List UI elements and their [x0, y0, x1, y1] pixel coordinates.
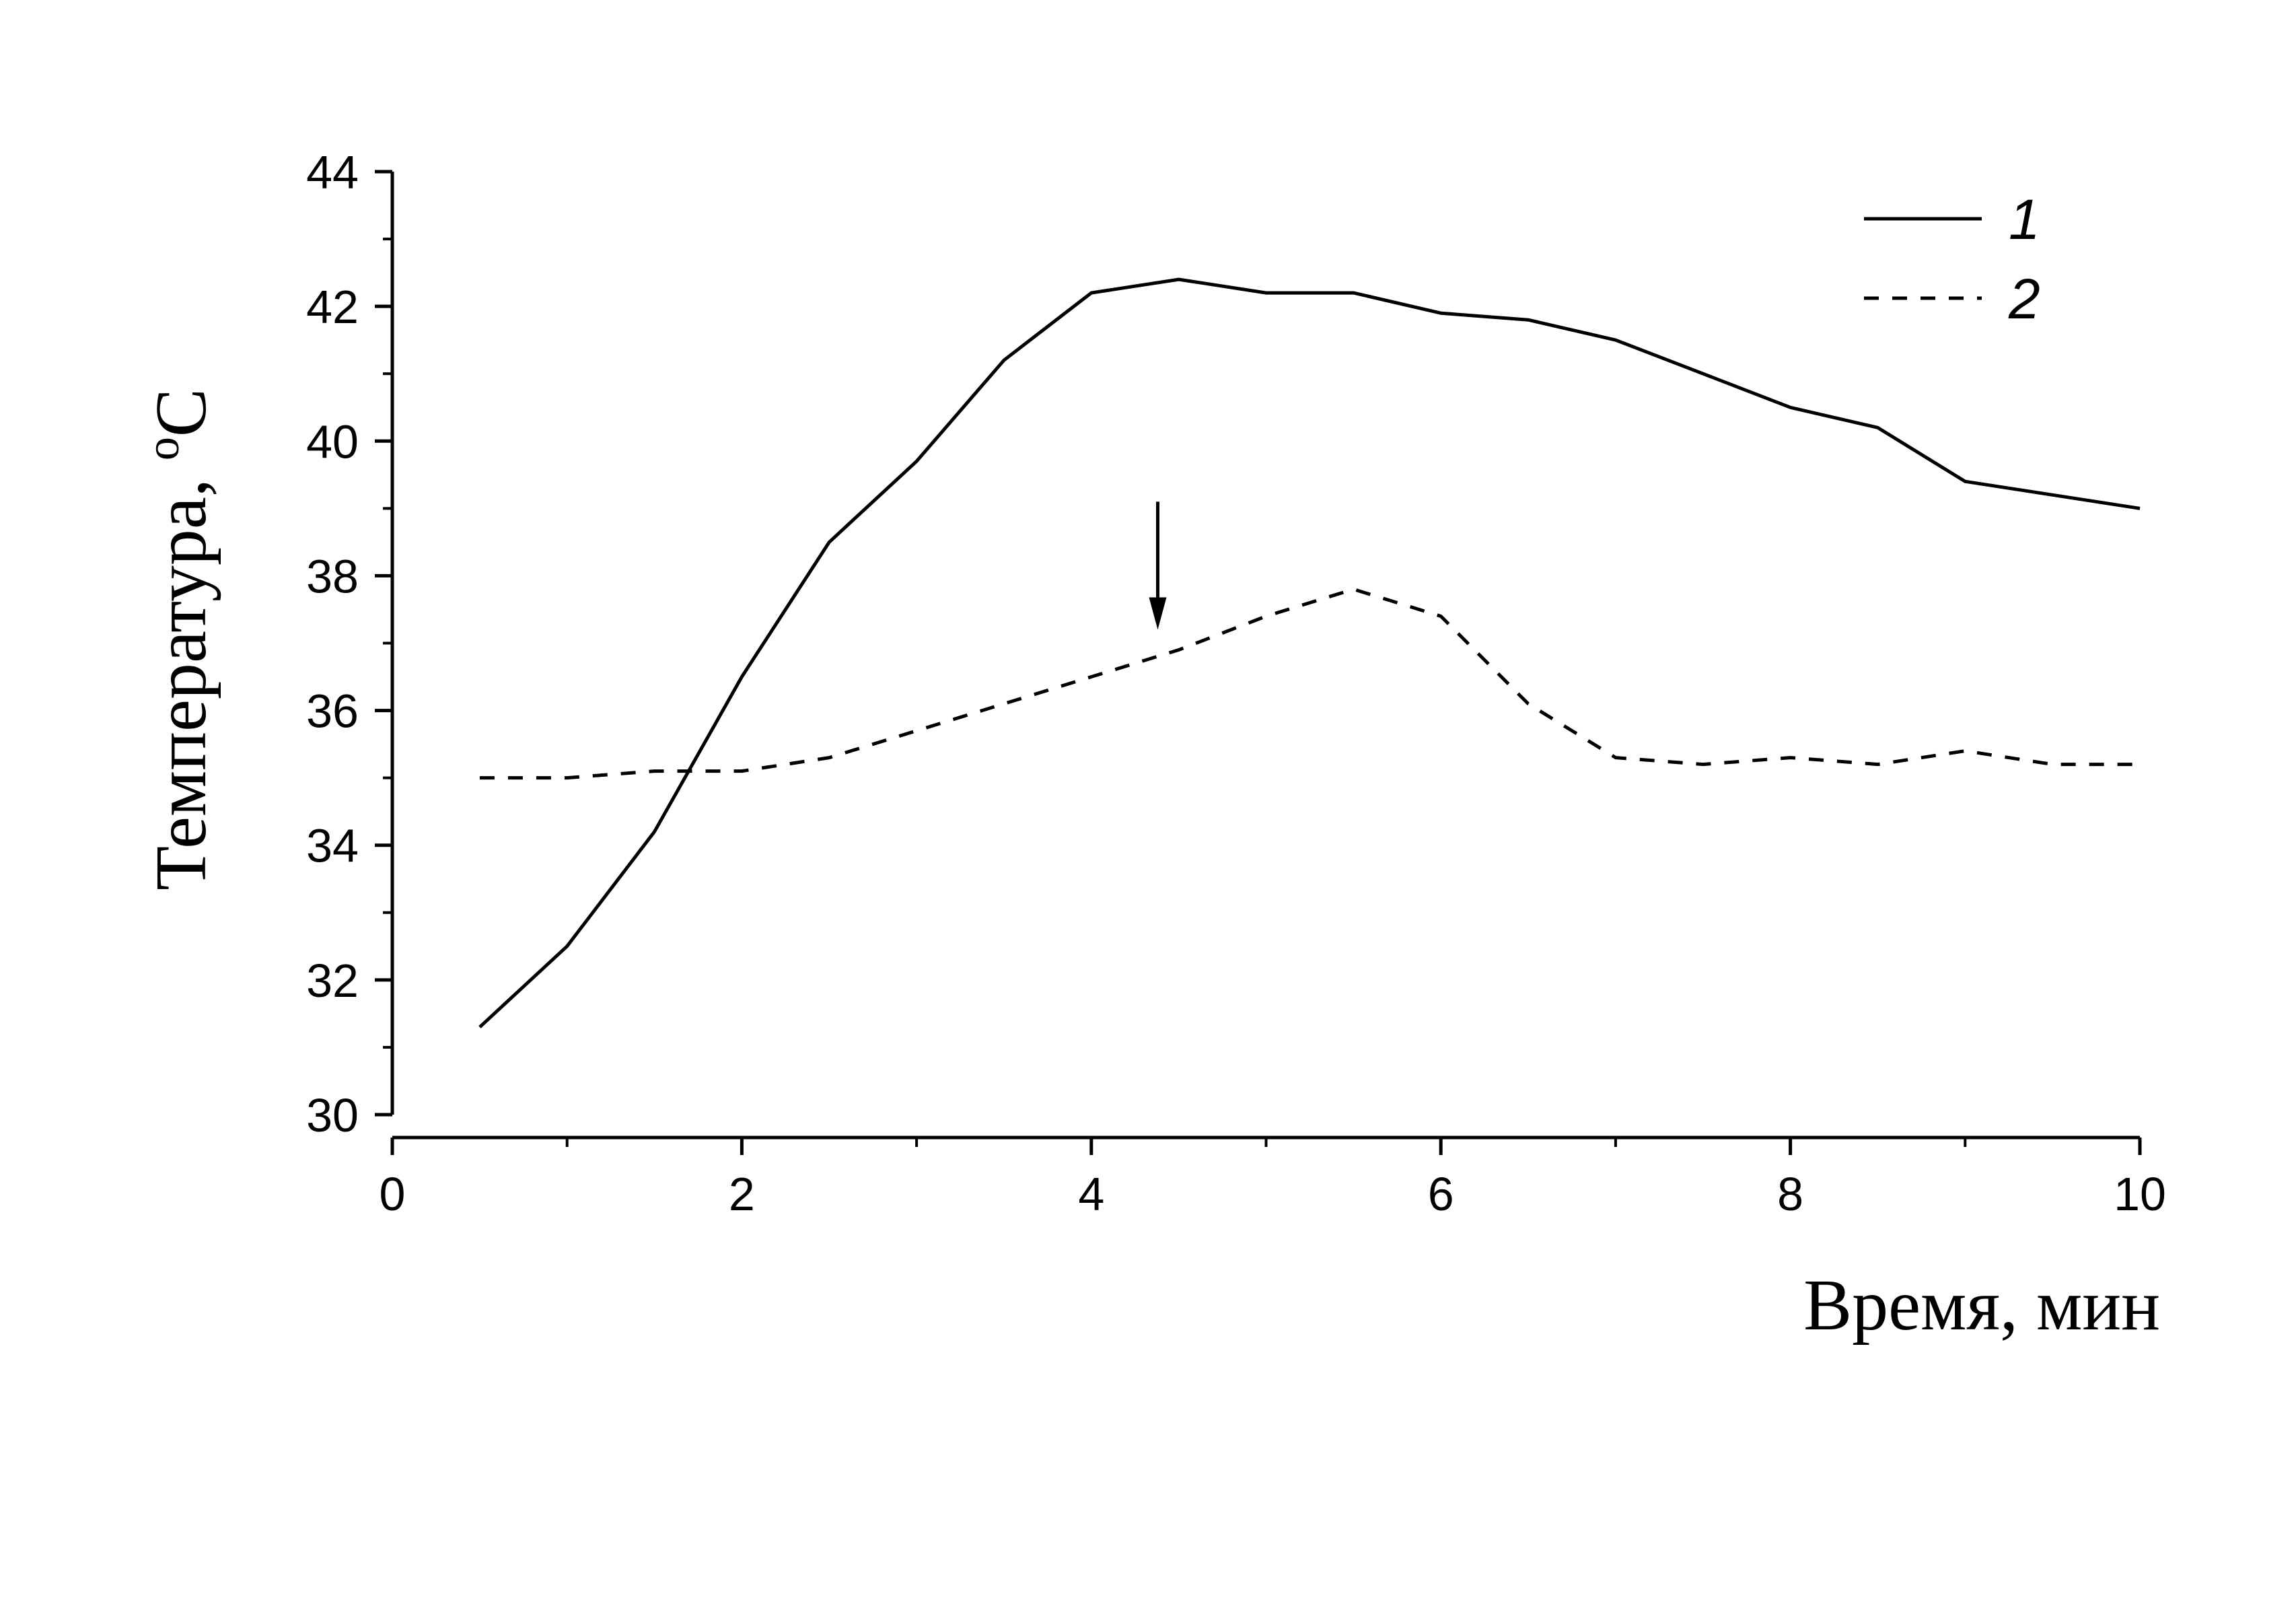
annotation-layer: [1149, 501, 1167, 630]
x-tick-label: 8: [1777, 1168, 1803, 1220]
x-axis-title: Время, мин: [1803, 1265, 2160, 1346]
legend: 12: [1864, 188, 2040, 330]
x-tick-label: 0: [380, 1168, 406, 1220]
axes: 30 32 34 36 38 40 42 44 0 2 4 6 8 10: [306, 146, 2166, 1220]
x-tick-label: 2: [729, 1168, 755, 1220]
series-line-2: [479, 587, 2140, 780]
y-tick-label: 36: [306, 685, 359, 738]
series-line-1: [478, 277, 2141, 1028]
legend-label-1: 1: [2009, 188, 2040, 251]
y-axis-title: Температура, oC: [137, 388, 221, 891]
legend-label-2: 2: [2008, 267, 2040, 330]
x-tick-label: 4: [1078, 1168, 1104, 1220]
y-tick-label: 34: [306, 820, 359, 872]
y-tick-label: 38: [306, 550, 359, 602]
y-axis-unit-superscript: o: [137, 437, 189, 460]
y-tick-label: 42: [306, 281, 359, 333]
y-tick-label: 44: [306, 146, 359, 199]
series-layer: [478, 277, 2141, 1028]
x-tick-label: 10: [2114, 1168, 2166, 1220]
y-tick-label: 30: [306, 1089, 359, 1142]
y-axis-title-text: Температура,: [141, 460, 221, 891]
y-tick-label: 40: [306, 415, 359, 468]
x-tick-label: 6: [1428, 1168, 1454, 1220]
y-tick-label: 32: [306, 954, 359, 1007]
y-axis-unit: C: [141, 388, 221, 437]
arrow-head: [1149, 597, 1167, 630]
